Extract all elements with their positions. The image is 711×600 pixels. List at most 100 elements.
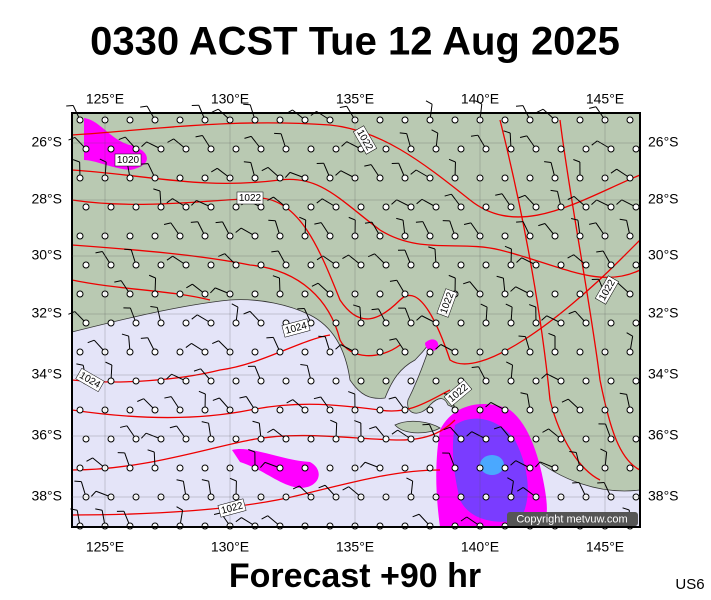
- station: [276, 232, 284, 240]
- precip: [425, 339, 439, 351]
- barb-flag: [364, 164, 372, 167]
- station: [526, 464, 534, 472]
- title: 0330 ACST Tue 12 Aug 2025: [90, 20, 620, 64]
- lat-label: 28°S: [31, 191, 62, 207]
- station: [626, 232, 634, 240]
- station: [557, 203, 565, 211]
- lat-label: 34°S: [648, 366, 679, 382]
- station: [582, 435, 590, 443]
- station: [432, 319, 440, 327]
- station: [526, 232, 534, 240]
- barb-flag: [536, 108, 544, 113]
- station: [107, 319, 115, 327]
- isobar-label-box: [443, 379, 473, 407]
- station: [257, 435, 265, 443]
- barb-flag: [507, 477, 514, 482]
- station: [257, 377, 265, 385]
- station: [501, 174, 509, 182]
- barb-flag: [415, 221, 423, 223]
- station: [126, 116, 134, 124]
- station: [207, 145, 215, 153]
- barb-flag: [314, 222, 322, 225]
- station: [307, 435, 315, 443]
- station: [126, 464, 134, 472]
- barb-flag: [318, 484, 326, 489]
- barb-flag: [519, 135, 527, 139]
- station: [607, 203, 615, 211]
- barb-flag: [538, 223, 546, 227]
- station: [276, 464, 284, 472]
- barb-flag: [176, 479, 184, 482]
- barb-flag: [412, 513, 420, 518]
- station: [251, 406, 259, 414]
- station: [307, 203, 315, 211]
- station: [582, 203, 590, 211]
- barb-flag: [348, 391, 355, 395]
- station: [176, 406, 184, 414]
- isobar-label: 1020: [114, 153, 142, 167]
- barb-flag: [244, 135, 252, 139]
- station: [157, 377, 165, 385]
- station: [607, 261, 615, 269]
- barb-flag: [235, 517, 242, 523]
- station: [132, 203, 140, 211]
- barb-flag: [535, 461, 541, 468]
- station: [576, 116, 584, 124]
- lon-label: 140°E: [461, 91, 499, 107]
- station: [232, 319, 240, 327]
- station: [632, 435, 640, 443]
- barb-flag: [211, 167, 218, 173]
- barb-flag: [388, 396, 396, 400]
- station: [407, 203, 415, 211]
- station: [157, 261, 165, 269]
- station: [126, 290, 134, 298]
- station: [501, 232, 509, 240]
- barb-flag: [353, 304, 361, 308]
- lon-label: 145°E: [586, 91, 624, 107]
- station: [576, 406, 584, 414]
- barb-flag: [267, 428, 274, 434]
- lat-label: 26°S: [648, 134, 679, 150]
- station: [507, 145, 515, 153]
- barb-flag: [292, 485, 300, 490]
- barb-flag: [316, 198, 323, 204]
- station: [426, 232, 434, 240]
- barb-flag: [176, 506, 183, 511]
- barb-flag: [463, 281, 470, 285]
- barb-flag: [311, 282, 319, 287]
- station: [332, 319, 340, 327]
- station: [301, 116, 309, 124]
- barb-flag: [114, 280, 122, 283]
- station: [82, 319, 90, 327]
- station: [582, 145, 590, 153]
- barb-flag: [406, 477, 413, 482]
- lon-label: 135°E: [336, 539, 374, 555]
- station: [557, 145, 565, 153]
- station: [201, 232, 209, 240]
- barb-flag: [342, 254, 349, 259]
- station: [576, 290, 584, 298]
- station: [182, 319, 190, 327]
- barb-flag: [243, 161, 251, 164]
- station: [482, 145, 490, 153]
- station: [401, 232, 409, 240]
- station: [126, 174, 134, 182]
- barb-flag: [163, 222, 171, 225]
- station: [182, 145, 190, 153]
- lat-label: 28°S: [648, 191, 679, 207]
- isobar-label-text: 1020: [117, 155, 140, 166]
- station: [76, 406, 84, 414]
- station: [151, 406, 159, 414]
- station: [132, 145, 140, 153]
- station: [426, 348, 434, 356]
- barb-flag: [195, 134, 203, 138]
- barb-flag: [610, 168, 617, 174]
- lat-label: 32°S: [648, 305, 679, 321]
- lon-label: 145°E: [586, 539, 624, 555]
- station: [507, 377, 515, 385]
- station: [107, 435, 115, 443]
- barb-flag: [399, 132, 407, 135]
- isobar-label-box: [436, 288, 458, 318]
- barb-flag: [443, 426, 451, 431]
- station: [632, 145, 640, 153]
